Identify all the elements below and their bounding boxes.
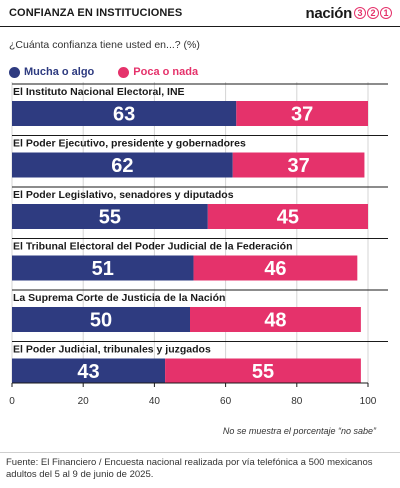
chart-title: CONFIANZA EN INSTITUCIONES [9,7,183,19]
bar-mucha [12,101,237,126]
footer-divider [0,452,400,453]
bar-mucha [12,358,166,384]
category-label: El Poder Ejecutivo, presidente y goberna… [13,138,246,150]
data-label: 62 [111,155,133,177]
stacked-bar-chart: El Instituto Nacional Electoral, INE 63 37… [9,82,388,407]
data-label: 55 [252,361,274,383]
data-label: 48 [264,310,286,332]
data-label: 63 [113,104,135,126]
data-label: 51 [92,258,114,280]
brand-logo: nación 3 2 1 [305,4,392,22]
category-label: El Tribunal Electoral del Poder Judicial… [13,241,293,253]
bar-mucha [12,152,233,178]
category-label: El Instituto Nacional Electoral, INE [13,86,185,98]
x-tick-label: 60 [220,396,232,407]
data-label: 37 [287,155,309,177]
legend-swatch-mucha [9,66,20,78]
bar-poca [207,204,368,229]
brand-digit-circle: 3 [354,7,366,19]
chart-note: No se muestra el porcentaje “no sabe” [222,426,376,436]
brand-digit-circle: 1 [380,7,392,19]
header-divider [0,26,400,27]
data-label: 43 [77,361,99,383]
data-label: 55 [99,207,121,229]
bar-mucha [12,307,190,332]
data-label: 50 [90,310,112,332]
category-label: La Suprema Corte de Justicia de la Nació… [13,292,225,304]
legend: Mucha o algo Poca o nada [9,65,222,79]
legend-swatch-poca [118,66,130,78]
bar-mucha [12,204,208,229]
brand-digit-circle: 2 [367,7,379,19]
x-tick-label: 80 [291,396,303,407]
bar-mucha [12,255,194,281]
x-tick-label: 20 [78,396,90,407]
x-tick-label: 40 [149,396,161,407]
bar-poca [193,255,358,281]
legend-label-mucha: Mucha o algo [24,66,95,78]
data-label: 45 [277,207,299,229]
category-label: El Poder Judicial, tribunales y juzgados [13,344,211,356]
x-tick-label: 100 [360,396,377,407]
data-label: 37 [291,104,313,126]
category-label: El Poder Legislativo, senadores y diputa… [13,189,234,201]
chart-subtitle: ¿Cuánta confianza tiene usted en...? (%) [9,39,200,51]
legend-item-mucha: Mucha o algo [9,66,94,78]
data-label: 46 [264,258,286,280]
brand-wordmark: nación [305,4,352,22]
legend-label-poca: Poca o nada [133,66,199,78]
legend-item-poca: Poca o nada [118,66,198,78]
bar-poca [165,358,361,384]
bar-poca [232,152,365,178]
source-note: Fuente: El Financiero / Encuesta naciona… [6,457,373,480]
x-tick-label: 0 [9,396,15,407]
bar-poca [236,101,368,126]
bar-poca [190,307,361,332]
brand-digits: 3 2 1 [353,7,392,19]
header: CONFIANZA EN INSTITUCIONES nación 3 2 1 [0,0,400,26]
